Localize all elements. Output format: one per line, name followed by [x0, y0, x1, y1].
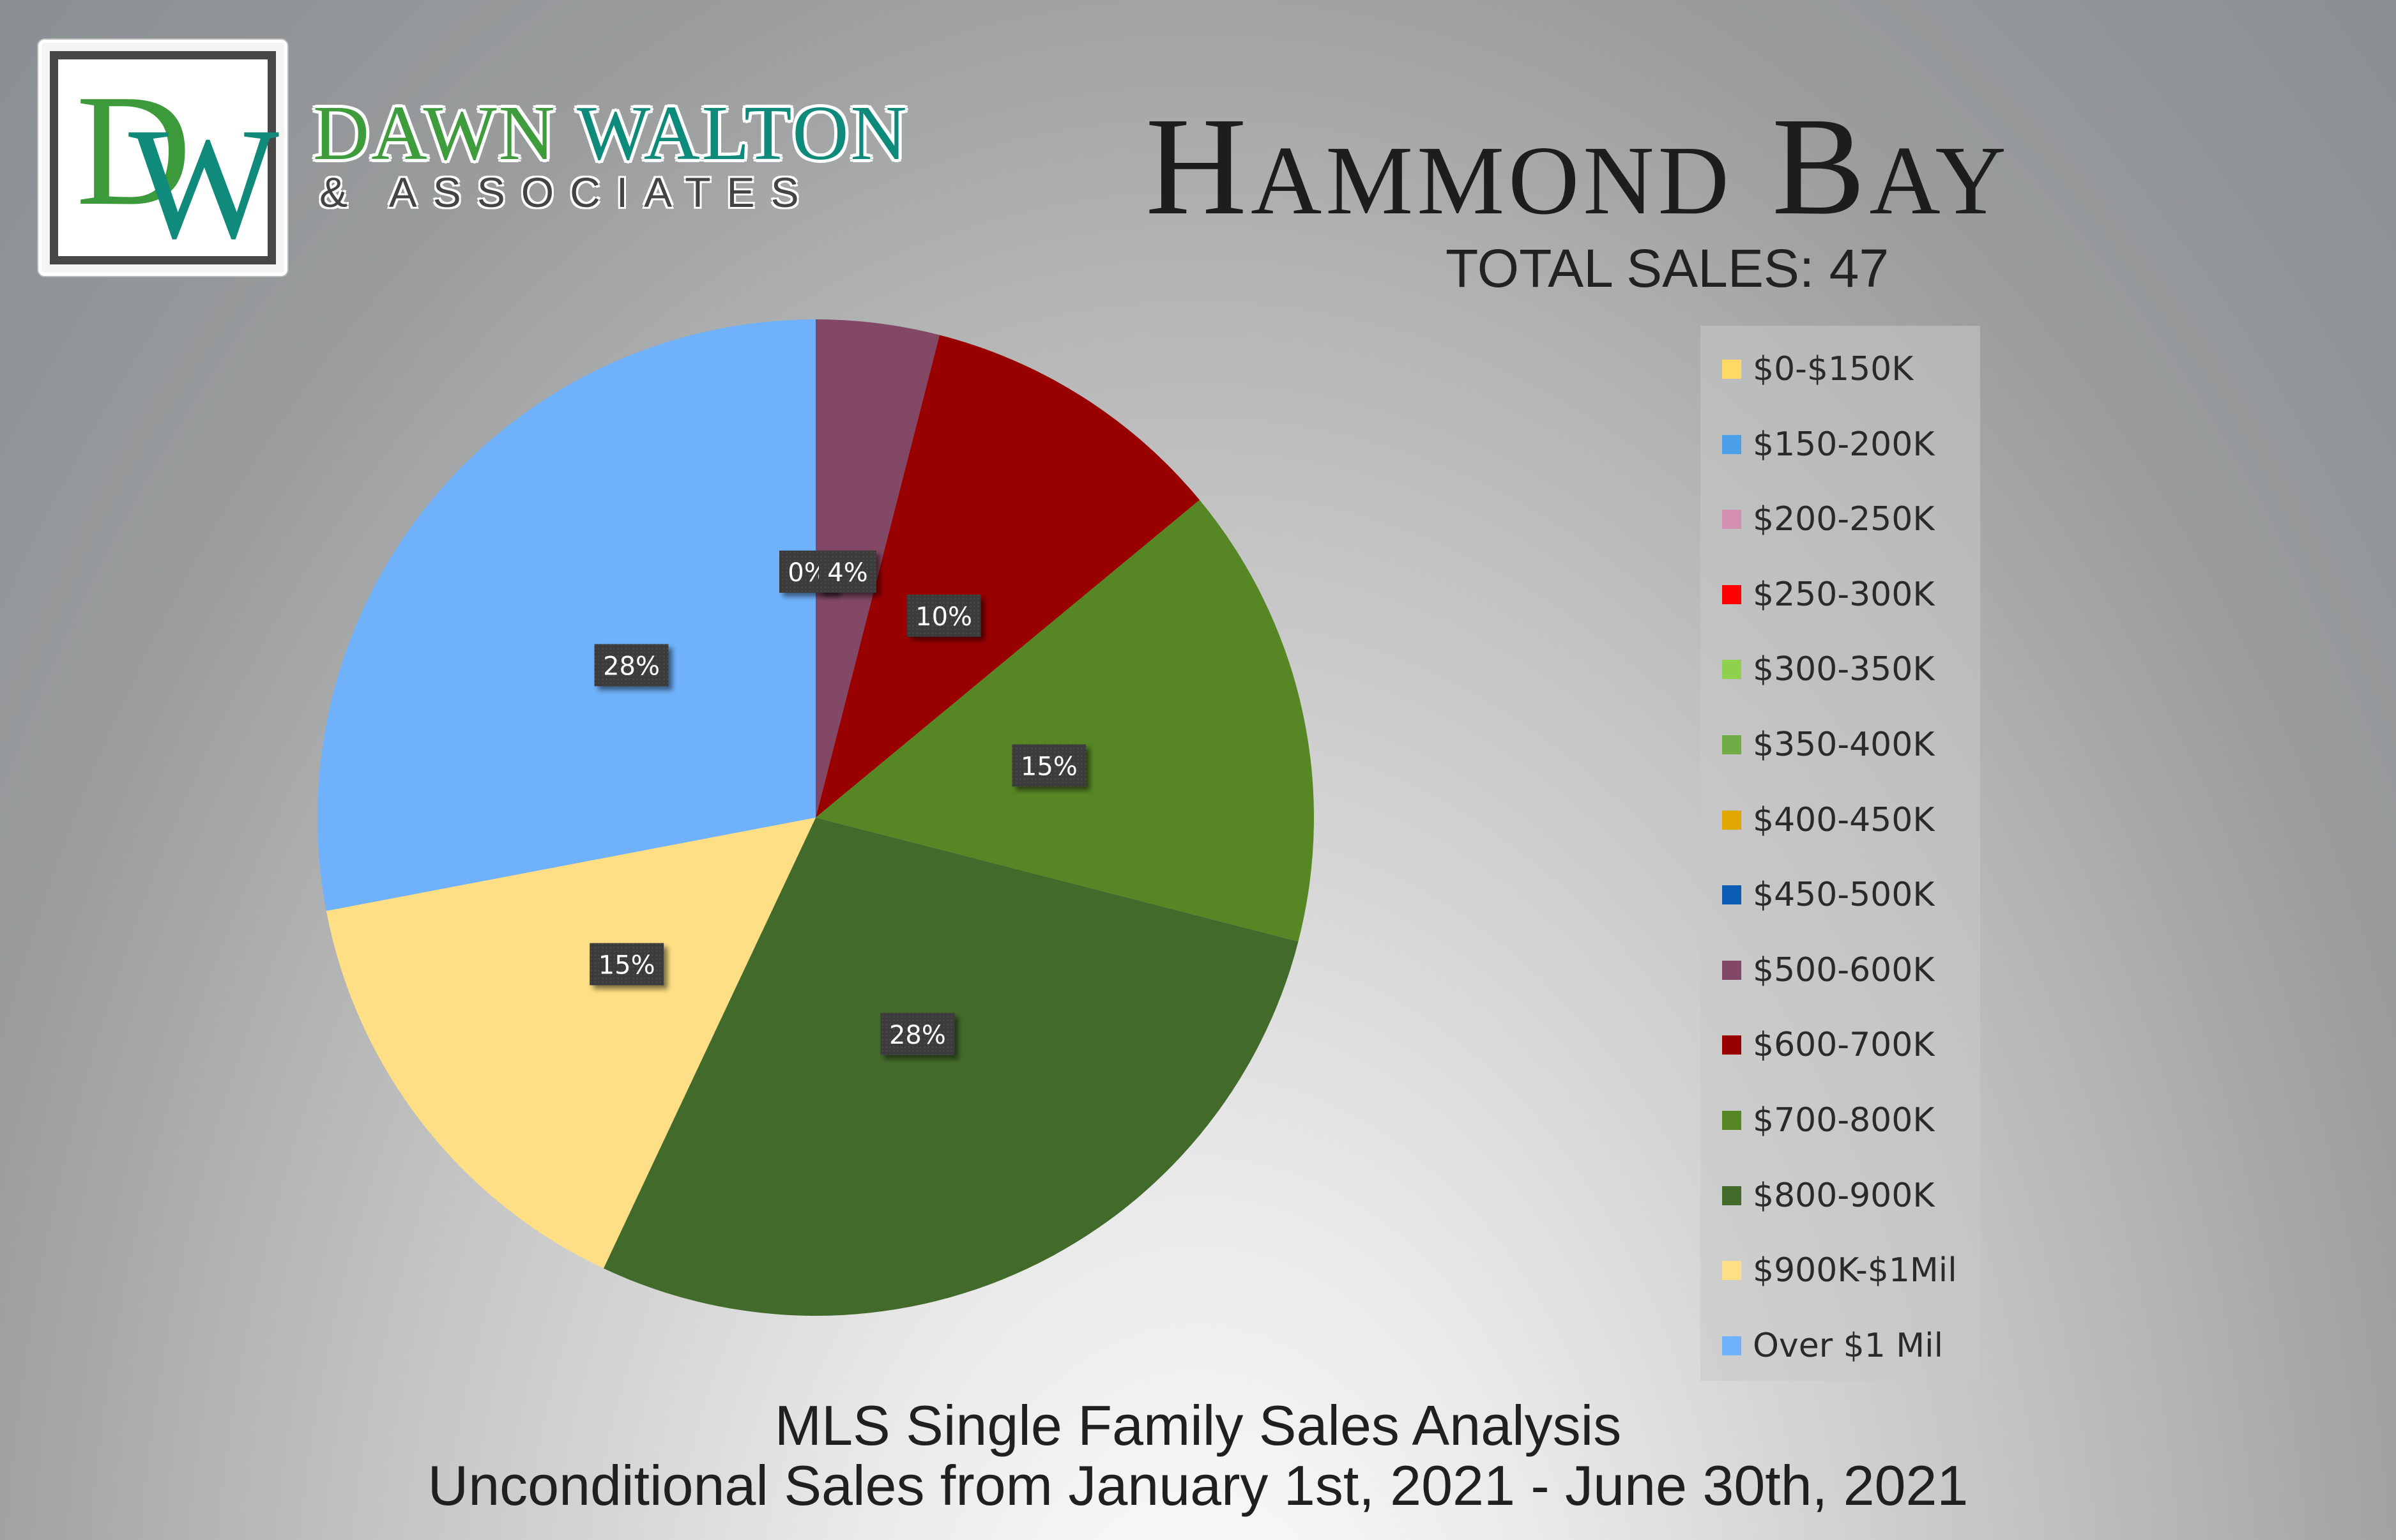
legend-item-500-600k: $500-600K	[1722, 951, 1934, 989]
pie-slice-800-900k	[603, 818, 1299, 1316]
legend-label: Over $1 Mil	[1753, 1326, 1944, 1365]
legend-item-900k-1mil: $900K-$1Mil	[1722, 1251, 1957, 1290]
legend: $0-$150K $150-200K $200-250K $250-300K $300-…	[1700, 326, 1980, 1381]
legend-label: $700-800K	[1753, 1101, 1935, 1140]
brand-name-second: WALTON	[577, 90, 909, 176]
legend-swatch	[1722, 360, 1741, 379]
legend-item-300-350k: $300-350K	[1722, 650, 1934, 689]
legend-item-250-300k: $250-300K	[1722, 576, 1934, 614]
brand-subtitle: & ASSOCIATES	[319, 169, 815, 216]
data-label-box	[819, 551, 876, 593]
data-label-box	[906, 594, 981, 637]
legend-label: $350-400K	[1753, 726, 1935, 764]
data-label-box	[1012, 744, 1087, 787]
data-label-over-1-mil: 28%	[594, 644, 669, 687]
data-label-500-600k: 4%	[819, 551, 876, 593]
data-label-text: 15%	[599, 950, 655, 980]
legend-swatch	[1722, 1261, 1741, 1281]
legend-item-450-500k: $450-500K	[1722, 876, 1934, 914]
legend-label: $300-350K	[1753, 650, 1935, 689]
legend-swatch	[1722, 1185, 1741, 1205]
page-title: Hammond Bay	[1145, 88, 2010, 244]
legend-swatch	[1722, 1111, 1741, 1130]
legend-label: $200-250K	[1753, 500, 1935, 539]
total-sales: TOTAL SALES: 47	[1445, 238, 1889, 298]
pie-labels: 0%4%10%15%28%15%28%	[590, 551, 1087, 1055]
brand-name: DAWN WALTON	[313, 95, 909, 172]
legend-swatch	[1722, 810, 1741, 830]
logo-frame: D W	[50, 51, 279, 272]
legend-item-over-1-mil: Over $1 Mil	[1722, 1327, 1943, 1365]
data-label-box	[594, 644, 669, 687]
legend-swatch	[1722, 584, 1741, 604]
legend-item-0-150k: $0-$150K	[1722, 350, 1913, 388]
data-label-600-700k: 10%	[906, 594, 981, 637]
legend-swatch	[1722, 885, 1741, 905]
legend-label: $450-500K	[1753, 876, 1935, 915]
legend-swatch	[1722, 660, 1741, 680]
pie-slice-700-800k	[816, 499, 1314, 942]
data-label-text: 28%	[889, 1021, 946, 1050]
data-label-box	[880, 1012, 955, 1055]
footer-date-range: Unconditional Sales from January 1st, 20…	[427, 1454, 1969, 1517]
legend-label: $800-900K	[1753, 1176, 1935, 1215]
legend-swatch	[1722, 434, 1741, 454]
brand-name-first: DAWN	[313, 90, 557, 176]
footer-title: MLS Single Family Sales Analysis	[774, 1394, 1622, 1457]
legend-swatch	[1722, 960, 1741, 980]
pie-slice-600-700k	[816, 335, 1200, 818]
legend-swatch	[1722, 1336, 1741, 1355]
data-label-900k-1mil: 15%	[590, 943, 664, 986]
legend-label: $250-300K	[1753, 575, 1935, 614]
data-label-700-800k: 15%	[1012, 744, 1087, 787]
legend-swatch	[1722, 510, 1741, 530]
legend-item-150-200k: $150-200K	[1722, 425, 1934, 464]
legend-item-400-450k: $400-450K	[1722, 801, 1934, 839]
legend-item-600-700k: $600-700K	[1722, 1026, 1934, 1064]
legend-label: $900K-$1Mil	[1753, 1251, 1957, 1290]
data-label-text: 15%	[1021, 752, 1078, 781]
pie-slice-900k-1mil	[326, 818, 816, 1269]
legend-swatch	[1722, 735, 1741, 754]
legend-label: $0-$150K	[1753, 350, 1914, 388]
legend-item-350-400k: $350-400K	[1722, 726, 1934, 764]
legend-label: $400-450K	[1753, 800, 1935, 839]
pie-slice-500-600k	[816, 319, 940, 818]
data-label-box	[590, 943, 664, 986]
legend-item-700-800k: $700-800K	[1722, 1101, 1934, 1140]
data-label-text: 4%	[827, 558, 867, 588]
pie-slices	[317, 319, 1314, 1316]
logo-letter-w: W	[128, 95, 279, 272]
legend-item-200-250k: $200-250K	[1722, 500, 1934, 538]
legend-item-800-900k: $800-900K	[1722, 1177, 1934, 1215]
pie-slice-over-1-mil	[317, 319, 816, 911]
logo: D W	[38, 40, 287, 276]
logo-letter-d: D	[76, 62, 192, 239]
data-label-text: 28%	[603, 652, 660, 681]
data-label-800-900k: 28%	[880, 1012, 955, 1055]
legend-swatch	[1722, 1035, 1741, 1055]
legend-label: $600-700K	[1753, 1026, 1935, 1065]
legend-label: $150-200K	[1753, 425, 1935, 464]
data-label-text: 10%	[915, 602, 972, 632]
legend-label: $500-600K	[1753, 950, 1935, 989]
